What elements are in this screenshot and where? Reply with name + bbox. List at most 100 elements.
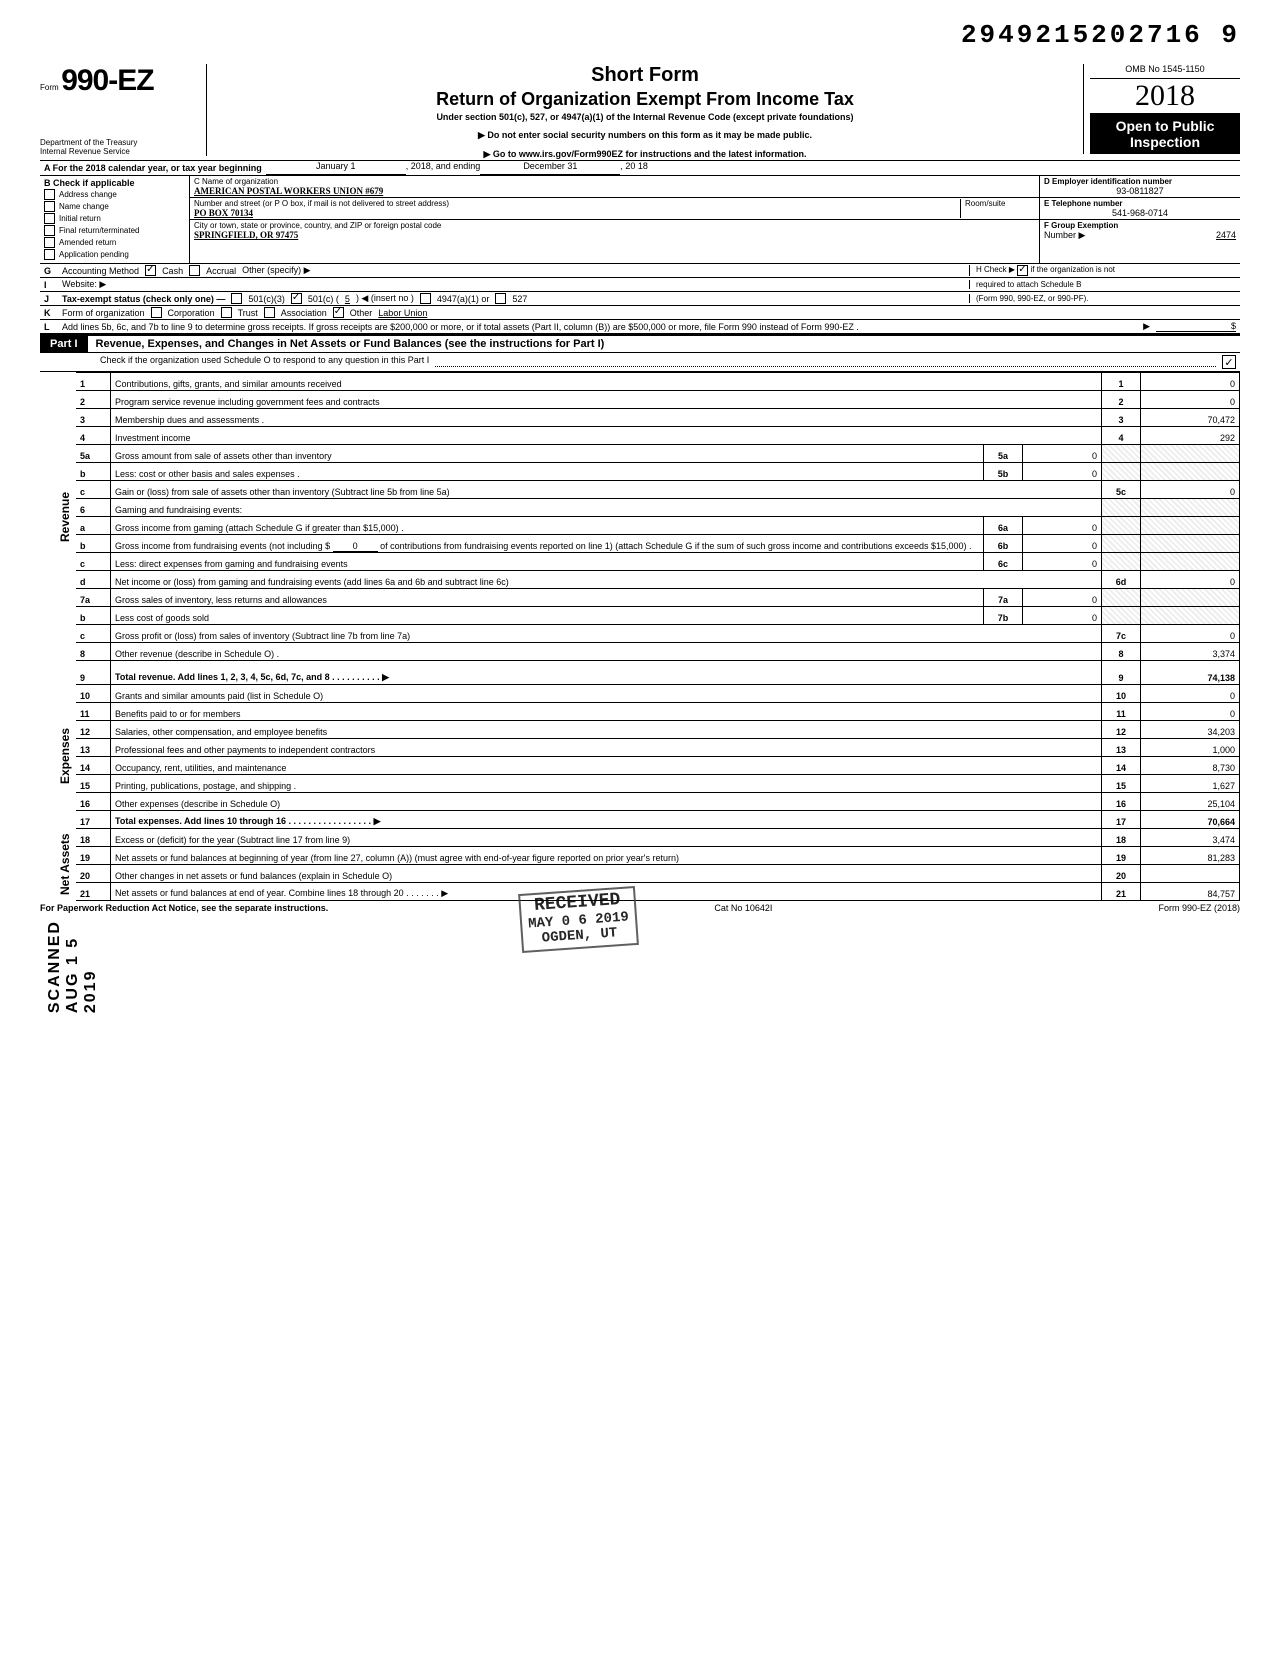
l9-num: 9	[76, 661, 111, 685]
footer-right: Form 990-EZ (2018)	[1158, 903, 1240, 913]
scanned-stamp: SCANNED AUG 1 5 2019	[46, 920, 100, 1013]
l15-box: 15	[1102, 774, 1141, 792]
l7b-desc: Less cost of goods sold	[115, 613, 209, 623]
chk-4947a1[interactable]	[420, 293, 431, 304]
chk-501c3[interactable]	[231, 293, 242, 304]
l14-box: 14	[1102, 756, 1141, 774]
chk-trust[interactable]	[221, 307, 232, 318]
row-l-dollar: $	[1156, 321, 1236, 332]
chk-schedule-o[interactable]: ✓	[1222, 355, 1236, 369]
l3-box: 3	[1102, 409, 1141, 427]
l12-desc: Salaries, other compensation, and employ…	[115, 727, 327, 737]
l6c-iamt: 0	[1023, 553, 1102, 571]
l18-desc: Excess or (deficit) for the year (Subtra…	[115, 835, 350, 845]
tel-hdr: E Telephone number	[1044, 199, 1236, 208]
l5b-ibox: 5b	[984, 463, 1023, 481]
opt-address-change: Address change	[59, 190, 117, 199]
org-street: PO BOX 70134	[194, 208, 960, 218]
chk-other-org[interactable]	[333, 307, 344, 318]
chk-initial-return[interactable]	[44, 213, 55, 224]
form-label-big: 990-EZ	[61, 64, 153, 97]
l15-num: 15	[76, 774, 111, 792]
l15-amount: 1,627	[1141, 774, 1240, 792]
chk-cash[interactable]	[145, 265, 156, 276]
l5b-desc: Less: cost or other basis and sales expe…	[115, 469, 300, 479]
l5b-num: b	[76, 463, 111, 481]
row-j-label: Tax-exempt status (check only one) —	[62, 294, 225, 304]
chk-application-pending[interactable]	[44, 249, 55, 260]
l12-box: 12	[1102, 720, 1141, 738]
financial-table: Revenue 1 Contributions, gifts, grants, …	[40, 372, 1240, 901]
document-number: 2949215202716 9	[40, 20, 1240, 50]
l17-box: 17	[1102, 810, 1141, 828]
opt-assoc: Association	[281, 308, 327, 318]
l14-amount: 8,730	[1141, 756, 1240, 774]
chk-amended-return[interactable]	[44, 237, 55, 248]
l6b-d1: 0	[333, 541, 378, 552]
row-g-lead: G	[44, 266, 56, 276]
side-label-netassets: Net Assets	[40, 828, 76, 900]
l6a-desc: Gross income from gaming (attach Schedul…	[115, 523, 404, 533]
l19-amount: 81,283	[1141, 846, 1240, 864]
l4-desc: Investment income	[115, 433, 191, 443]
l6b-num: b	[76, 535, 111, 553]
l21-box: 21	[1102, 882, 1141, 900]
l16-amount: 25,104	[1141, 792, 1240, 810]
l4-box: 4	[1102, 427, 1141, 445]
l3-amount: 70,472	[1141, 409, 1240, 427]
form-year: 2018	[1090, 79, 1240, 114]
org-name-hdr: C Name of organization	[194, 177, 1035, 186]
l6c-ibox: 6c	[984, 553, 1023, 571]
chk-address-change[interactable]	[44, 189, 55, 200]
l16-desc: Other expenses (describe in Schedule O)	[115, 799, 280, 809]
other-org-value: Labor Union	[378, 308, 427, 318]
chk-assoc[interactable]	[264, 307, 275, 318]
chk-527[interactable]	[495, 293, 506, 304]
chk-final-return[interactable]	[44, 225, 55, 236]
chk-schedule-b[interactable]	[1017, 265, 1028, 276]
part-1-title: Revenue, Expenses, and Changes in Net As…	[88, 336, 613, 352]
row-h-text2: if the organization is not	[1031, 265, 1116, 274]
ein-hdr: D Employer identification number	[1044, 177, 1236, 186]
l6b-ibox: 6b	[984, 535, 1023, 553]
l5a-num: 5a	[76, 445, 111, 463]
row-i-lead: I	[44, 280, 56, 290]
chk-501c[interactable]	[291, 293, 302, 304]
row-k-lead: K	[44, 308, 56, 318]
l10-box: 10	[1102, 684, 1141, 702]
l18-amount: 3,474	[1141, 828, 1240, 846]
opt-name-change: Name change	[59, 202, 109, 211]
l4-num: 4	[76, 427, 111, 445]
opt-final-return: Final return/terminated	[59, 226, 139, 235]
dots-fill	[435, 355, 1216, 367]
l8-box: 8	[1102, 643, 1141, 661]
chk-accrual[interactable]	[189, 265, 200, 276]
l16-box: 16	[1102, 792, 1141, 810]
notice-ssn: ▶ Do not enter social security numbers o…	[215, 130, 1075, 141]
l1-num: 1	[76, 373, 111, 391]
l4-amount: 292	[1141, 427, 1240, 445]
l6a-ibox: 6a	[984, 517, 1023, 535]
l13-desc: Professional fees and other payments to …	[115, 745, 375, 755]
l6c-num: c	[76, 553, 111, 571]
row-k-label: Form of organization	[62, 308, 145, 318]
chk-corp[interactable]	[151, 307, 162, 318]
title-return: Return of Organization Exempt From Incom…	[215, 89, 1075, 110]
l1-desc: Contributions, gifts, grants, and simila…	[115, 379, 342, 389]
row-h-text4: (Form 990, 990-EZ, or 990-PF).	[976, 294, 1088, 303]
opt-amended-return: Amended return	[59, 238, 116, 247]
l10-num: 10	[76, 684, 111, 702]
title-short-form: Short Form	[215, 64, 1075, 87]
row-l-text: Add lines 5b, 6c, and 7b to line 9 to de…	[62, 322, 1137, 332]
grp-hdr: F Group Exemption	[1044, 221, 1236, 230]
opt-501c: 501(c) (	[308, 294, 339, 304]
l21-num: 21	[76, 882, 111, 900]
dept-irs: Internal Revenue Service	[40, 147, 200, 156]
rows-ghijkl: G Accounting Method Cash Accrual Other (…	[40, 264, 1240, 334]
l11-box: 11	[1102, 702, 1141, 720]
l11-num: 11	[76, 702, 111, 720]
l21-desc: Net assets or fund balances at end of ye…	[115, 888, 404, 898]
l7b-iamt: 0	[1023, 607, 1102, 625]
l6b-desc: Gross income from fundraising events (no…	[115, 541, 330, 551]
chk-name-change[interactable]	[44, 201, 55, 212]
